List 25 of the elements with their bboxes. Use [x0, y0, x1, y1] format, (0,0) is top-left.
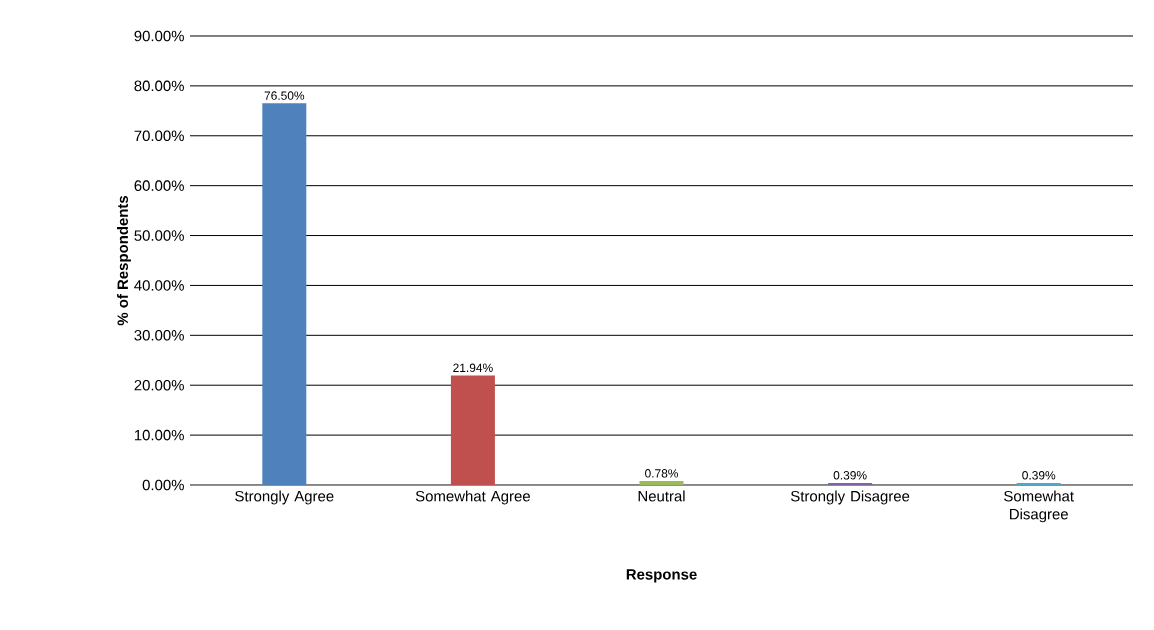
data-label: 21.94%: [453, 363, 493, 372]
data-label: 0.39%: [1022, 471, 1056, 480]
data-label: 76.50%: [264, 91, 305, 100]
bar: [450, 375, 495, 485]
y-tick-label: 90.00%: [134, 30, 184, 42]
x-axis-title: Response: [626, 569, 697, 583]
x-tick-label: Somewhat Disagree: [1004, 490, 1074, 523]
x-tick-label: Neutral: [638, 490, 685, 502]
y-tick-label: 60.00%: [134, 180, 184, 191]
y-tick-label: 50.00%: [134, 230, 184, 241]
bar: [639, 481, 684, 485]
x-tick-label: Somewhat Agree: [415, 490, 530, 505]
bar: [262, 103, 307, 485]
data-label: 0.39%: [833, 471, 867, 480]
y-tick-label: 40.00%: [134, 280, 184, 291]
x-tick-label: Strongly Agree: [235, 490, 334, 505]
y-tick-label: 80.00%: [134, 80, 184, 92]
data-label: 0.78%: [645, 469, 679, 478]
y-tick-label: 30.00%: [134, 330, 184, 341]
y-tick-label: 20.00%: [134, 379, 184, 391]
y-tick-label: 70.00%: [134, 130, 184, 142]
y-tick-label: 10.00%: [134, 429, 184, 441]
y-axis-title: % of Respondents: [117, 195, 131, 326]
x-tick-label: Strongly Disagree: [790, 490, 910, 505]
y-tick-label: 0.00%: [142, 479, 184, 491]
